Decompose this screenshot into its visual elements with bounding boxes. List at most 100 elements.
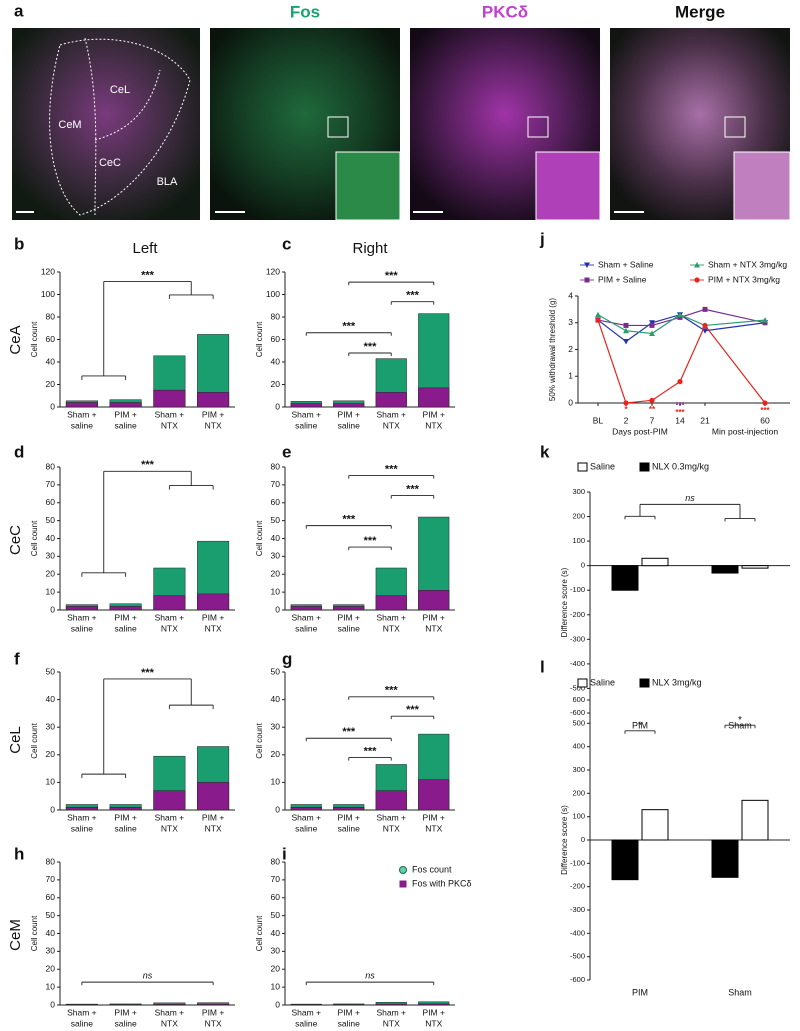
significance: *** (141, 667, 155, 679)
x-tick-label: Sham + (67, 409, 97, 419)
y-tick-label: 50 (271, 910, 281, 920)
x-tick-label: PIM + (423, 1007, 445, 1017)
y-tick-label: 50 (46, 910, 56, 920)
significance: *** (385, 463, 399, 475)
x-tick-label: Sham + (376, 1007, 406, 1017)
x-tick-label: PIM + (423, 812, 445, 822)
y-tick-label: 10 (46, 586, 56, 596)
x-tick-label: saline (71, 1018, 93, 1028)
marker (762, 320, 768, 326)
bar (711, 839, 739, 878)
y-tick-label: 40 (271, 356, 281, 366)
significance: ns (143, 970, 153, 980)
significance: *** (364, 341, 378, 353)
inset (335, 151, 401, 221)
significance: *** (385, 270, 399, 282)
legend-label: Saline (590, 461, 615, 471)
y-tick-label: -600 (570, 975, 585, 984)
bar (375, 595, 407, 611)
y-tick-label: -500 (570, 683, 585, 692)
x-tick-label: PIM + (202, 1007, 224, 1017)
x-tick-label: 21 (700, 415, 710, 425)
region-label: CeL (110, 84, 130, 96)
y-tick-label: 200 (572, 788, 585, 797)
y-tick-label: 200 (572, 512, 585, 521)
legend-label: NLX 3mg/kg (652, 677, 702, 687)
x-tick-label: NTX (383, 823, 400, 833)
roi-box (527, 116, 549, 138)
bar (290, 606, 322, 611)
panel-label: c (282, 234, 291, 253)
x-tick-label: 14 (675, 415, 685, 425)
y-tick-label: 0 (275, 401, 280, 411)
y-tick-label: 20 (271, 749, 281, 759)
y-tick-label: 80 (271, 856, 281, 866)
y-tick-label: 20 (46, 749, 56, 759)
y-tick-label: 40 (271, 533, 281, 543)
panel-label: i (282, 844, 287, 863)
bar (290, 403, 322, 408)
x-tick-label: saline (338, 1018, 360, 1028)
x-tick-label: NTX (161, 1018, 178, 1028)
bar (418, 387, 450, 408)
x-tick-label: Sham + (67, 812, 97, 822)
y-tick-label: 10 (46, 981, 56, 991)
bar (65, 806, 98, 811)
x-tick-label: PIM + (423, 612, 445, 622)
x-tick-label: NTX (383, 623, 400, 633)
legend-label: PIM + NTX 3mg/kg (708, 274, 780, 284)
bar (418, 1003, 450, 1006)
x-tick-label: saline (338, 623, 360, 633)
x-tick-label: PIM + (114, 612, 136, 622)
image-title: Merge (675, 2, 725, 21)
y-tick-label: 3 (568, 317, 573, 327)
marker (649, 330, 655, 336)
row-label: CeL (7, 726, 24, 754)
y-tick-label: 80 (271, 311, 281, 321)
legend-label: Sham + Saline (598, 259, 654, 269)
x-tick-label: PIM (632, 987, 648, 997)
legend-label: Fos count (412, 864, 452, 874)
y-tick-label: 0 (50, 804, 55, 814)
inset (535, 151, 601, 221)
panel-label: d (14, 442, 24, 461)
y-tick-label: 30 (46, 551, 56, 561)
y-tick-label: 10 (271, 586, 281, 596)
x-tick-label: NTX (205, 420, 222, 430)
x-tick-label: PIM + (423, 409, 445, 419)
bar (65, 606, 98, 611)
x-tick-label: PIM + (202, 409, 224, 419)
y-tick-label: 20 (46, 964, 56, 974)
x-tick-label: Sham + (155, 1007, 185, 1017)
bar (153, 389, 186, 408)
x-tick-label: saline (71, 823, 93, 833)
bar (375, 392, 407, 408)
x-tick-label: Sham + (155, 812, 185, 822)
marker (677, 311, 683, 318)
bar (333, 606, 365, 611)
y-tick-label: 80 (271, 461, 281, 471)
x-tick-label: Sham (728, 987, 752, 997)
x-tick-label: Sham + (291, 409, 321, 419)
bar (197, 392, 230, 408)
y-axis-label: Cell count (255, 722, 264, 758)
y-tick-label: 50 (46, 666, 56, 676)
y-axis-label: Cell count (255, 321, 264, 357)
x-tick-label: Sham + (291, 1007, 321, 1017)
x-tick-label: Sham + (291, 812, 321, 822)
y-tick-label: 10 (271, 777, 281, 787)
y-tick-label: 300 (572, 487, 585, 496)
bar (375, 1003, 407, 1006)
legend-label: NLX 0.3mg/kg (652, 461, 709, 471)
bar (611, 565, 639, 591)
image-title: PKCδ (482, 2, 528, 21)
significance: *** (406, 484, 420, 496)
x-tick-label: 7 (650, 415, 655, 425)
region-outline (49, 38, 191, 216)
x-tick-label: saline (295, 420, 317, 430)
region-label: CeC (99, 157, 121, 169)
x-tick-label: NTX (425, 420, 442, 430)
panel-label: a (14, 1, 24, 20)
y-tick-label: 0 (50, 401, 55, 411)
x-tick-label: NTX (205, 623, 222, 633)
